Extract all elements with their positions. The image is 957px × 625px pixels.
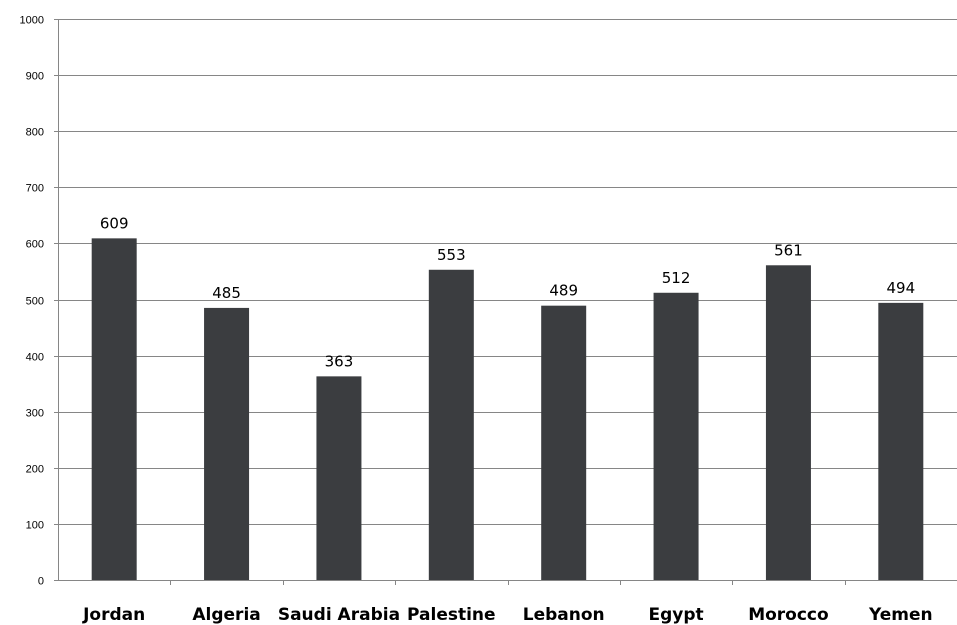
y-tick-label: 300 bbox=[26, 408, 44, 420]
y-tick-label: 0 bbox=[38, 576, 44, 588]
y-tick-label: 200 bbox=[26, 464, 44, 476]
data-label: 561 bbox=[774, 241, 803, 259]
data-labels: 609 485 363 553 489 512 561 494 bbox=[100, 214, 915, 370]
y-tick-label: 500 bbox=[26, 296, 44, 308]
bar-lebanon bbox=[541, 305, 587, 580]
gridlines bbox=[58, 19, 957, 525]
y-tick-label: 700 bbox=[26, 183, 44, 195]
data-label: 489 bbox=[549, 282, 578, 300]
data-label: 609 bbox=[100, 214, 129, 232]
x-tick-label: Algeria bbox=[192, 605, 260, 625]
x-tick-label: Egypt bbox=[648, 605, 703, 625]
x-tick-label: Morocco bbox=[748, 605, 829, 625]
bar-morocco bbox=[765, 265, 811, 580]
data-label: 363 bbox=[325, 352, 354, 370]
y-tick-label: 900 bbox=[26, 71, 44, 83]
x-tick-label: Palestine bbox=[407, 605, 496, 625]
x-tick-label: Lebanon bbox=[523, 605, 605, 625]
data-label: 485 bbox=[212, 284, 241, 302]
data-label: 512 bbox=[662, 269, 691, 287]
x-axis-tick-labels: Jordan Algeria Saudi Arabia Palestine Lebano… bbox=[82, 605, 933, 625]
y-tick-label: 100 bbox=[26, 520, 44, 532]
y-tick-label: 1000 bbox=[20, 15, 44, 27]
bar-egypt bbox=[653, 292, 699, 580]
axes bbox=[54, 19, 957, 585]
bars bbox=[91, 238, 924, 580]
bar-jordan bbox=[91, 238, 137, 580]
x-tick-label: Jordan bbox=[82, 605, 145, 625]
bar-yemen bbox=[878, 302, 924, 580]
y-tick-label: 400 bbox=[26, 352, 44, 364]
y-tick-label: 800 bbox=[26, 127, 44, 139]
bar-saudi-arabia bbox=[316, 376, 362, 580]
x-tick-label: Saudi Arabia bbox=[278, 605, 400, 625]
x-tick-label: Yemen bbox=[868, 605, 933, 625]
data-label: 553 bbox=[437, 246, 466, 264]
data-label: 494 bbox=[886, 279, 915, 297]
y-axis-tick-labels: 0 100 200 300 400 500 600 700 800 900 1000 bbox=[20, 15, 44, 588]
bar-algeria bbox=[204, 307, 250, 580]
y-tick-label: 600 bbox=[26, 239, 44, 251]
bar-palestine bbox=[428, 269, 474, 580]
